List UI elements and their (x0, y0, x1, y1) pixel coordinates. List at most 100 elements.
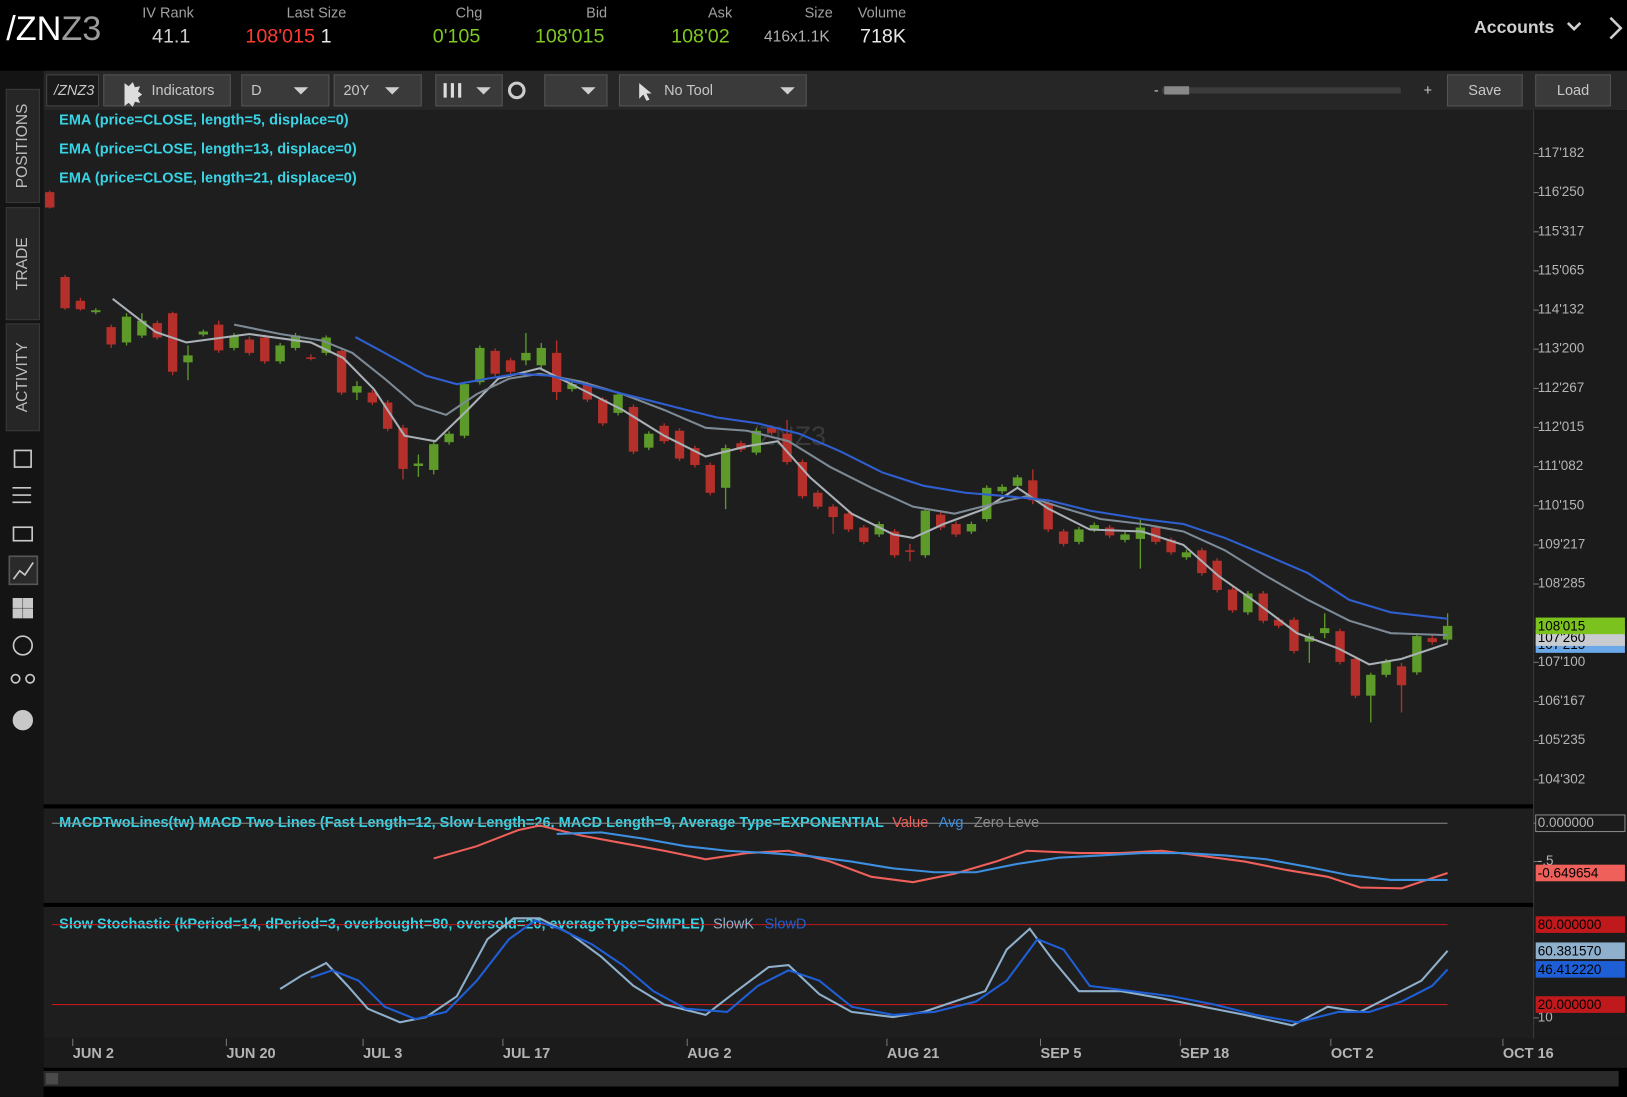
y-tick-box (1535, 814, 1626, 833)
candle-body (290, 335, 301, 348)
icon-chart[interactable] (12, 562, 34, 580)
indicators-label[interactable]: Indicators (151, 83, 214, 99)
candle-body (152, 323, 162, 338)
x-tick-label: JUL 17 (503, 1046, 550, 1062)
y-tick-label: 106'167 (1538, 693, 1586, 708)
candle-body (1320, 628, 1330, 634)
quote-label: Ask (708, 5, 733, 21)
scroll-thumb[interactable] (45, 1073, 59, 1085)
legend-entry: Value (892, 815, 928, 831)
candle-body (690, 448, 700, 465)
tool-dropdown[interactable] (618, 74, 807, 107)
candle-body (1227, 589, 1238, 611)
icon-list[interactable] (12, 486, 32, 504)
zoom-in[interactable]: + (1424, 83, 1432, 99)
candle-body (843, 513, 854, 530)
side-tab[interactable] (5, 207, 40, 321)
collapse-arrow[interactable] (1609, 16, 1623, 40)
icon-people[interactable] (10, 673, 21, 684)
candle-body (982, 487, 992, 520)
pointer-icon (639, 83, 652, 101)
quote-extra: 1 (321, 26, 332, 48)
candle-body (321, 337, 331, 353)
x-tick-label: JUL 3 (363, 1046, 402, 1062)
zoom-thumb[interactable] (1164, 86, 1190, 95)
side-tab[interactable] (5, 323, 40, 432)
candle-body (229, 335, 239, 348)
candle-body (1151, 527, 1161, 542)
y-tick-label: -.5 (1538, 853, 1554, 868)
side-tab[interactable] (5, 88, 40, 203)
x-tick-label: JUN 2 (73, 1046, 114, 1062)
icon-gauge[interactable] (12, 635, 33, 656)
candle-body (1381, 661, 1391, 675)
value-badge-label: -0.649654 (1538, 866, 1599, 881)
series-line (556, 831, 1448, 881)
candle-body (1427, 638, 1437, 643)
y-tick-label: 0.000000 (1538, 815, 1594, 830)
y-tick-label: 112'267 (1538, 380, 1585, 395)
candle-body (628, 406, 639, 452)
candle-body (352, 386, 362, 393)
candle-body (1166, 539, 1176, 553)
save-label[interactable]: Save (1468, 83, 1501, 99)
load-label[interactable]: Load (1557, 83, 1589, 99)
value-badge-label: 108'015 (1538, 618, 1586, 633)
candle-body (997, 486, 1007, 492)
scrollbar[interactable] (43, 1070, 1619, 1087)
candle-body (137, 320, 147, 336)
drawing-dropdown[interactable] (544, 74, 608, 107)
aggregation-dropdown[interactable] (241, 74, 330, 107)
icon-tv[interactable] (12, 526, 33, 542)
candle-body (198, 331, 209, 335)
icon-grid[interactable] (12, 597, 23, 608)
quote-label: Bid (586, 5, 607, 21)
x-tick-label: JUN 20 (226, 1046, 275, 1062)
side-tab-label[interactable]: TRADE (14, 237, 31, 290)
accounts-menu[interactable]: Accounts (1474, 17, 1555, 37)
quote-label: IV Rank (142, 5, 194, 21)
candle-body (782, 433, 792, 463)
accounts-chevron[interactable] (1566, 22, 1582, 32)
period-dropdown[interactable] (333, 74, 422, 107)
icon-news[interactable] (13, 449, 32, 468)
candle-body (1335, 631, 1345, 662)
icon-people[interactable] (25, 673, 36, 684)
icon-grid[interactable] (12, 608, 23, 619)
series-line (112, 298, 1448, 666)
aggregation-label[interactable]: D (251, 83, 261, 99)
icon-grid[interactable] (23, 597, 33, 608)
side-tab-label[interactable]: ACTIVITY (14, 342, 31, 413)
y-tick-label: 110'150 (1538, 497, 1585, 512)
icon-help[interactable] (12, 710, 33, 731)
candle-body (1243, 593, 1253, 613)
y-tick-label: 107'100 (1538, 654, 1586, 669)
zoom-track[interactable] (1162, 87, 1401, 94)
icon-chart-active[interactable] (8, 555, 39, 586)
save-button[interactable] (1446, 74, 1523, 107)
zoom-out[interactable]: - (1154, 83, 1159, 99)
y-tick-label: 109'217 (1538, 537, 1586, 552)
tool-label[interactable]: No Tool (664, 83, 713, 99)
y-tick-label: 10 (1538, 1009, 1553, 1024)
candle-body (951, 524, 961, 535)
toolbar-symbol[interactable]: /ZNZ3 (53, 83, 94, 99)
settings-button[interactable] (507, 81, 526, 100)
candle-body (966, 524, 977, 532)
candle-body (674, 430, 685, 459)
y-tick-label: 104'302 (1538, 771, 1586, 786)
candle-body (1089, 525, 1099, 530)
candle-body (659, 425, 669, 442)
quote-value: 108'015 (535, 26, 605, 48)
period-label[interactable]: 20Y (343, 83, 369, 99)
plot-layer: 117'182 116'250 115'317 115'065 114'132 113'2… (45, 112, 1626, 1062)
dropdown-arrows (293, 87, 795, 95)
load-button[interactable] (1535, 74, 1611, 107)
style-dropdown[interactable] (435, 74, 503, 107)
icon-grid[interactable] (23, 608, 33, 619)
symbol-box[interactable] (46, 74, 100, 107)
side-tab-label[interactable]: POSITIONS (14, 104, 31, 189)
value-badge (1535, 996, 1625, 1013)
